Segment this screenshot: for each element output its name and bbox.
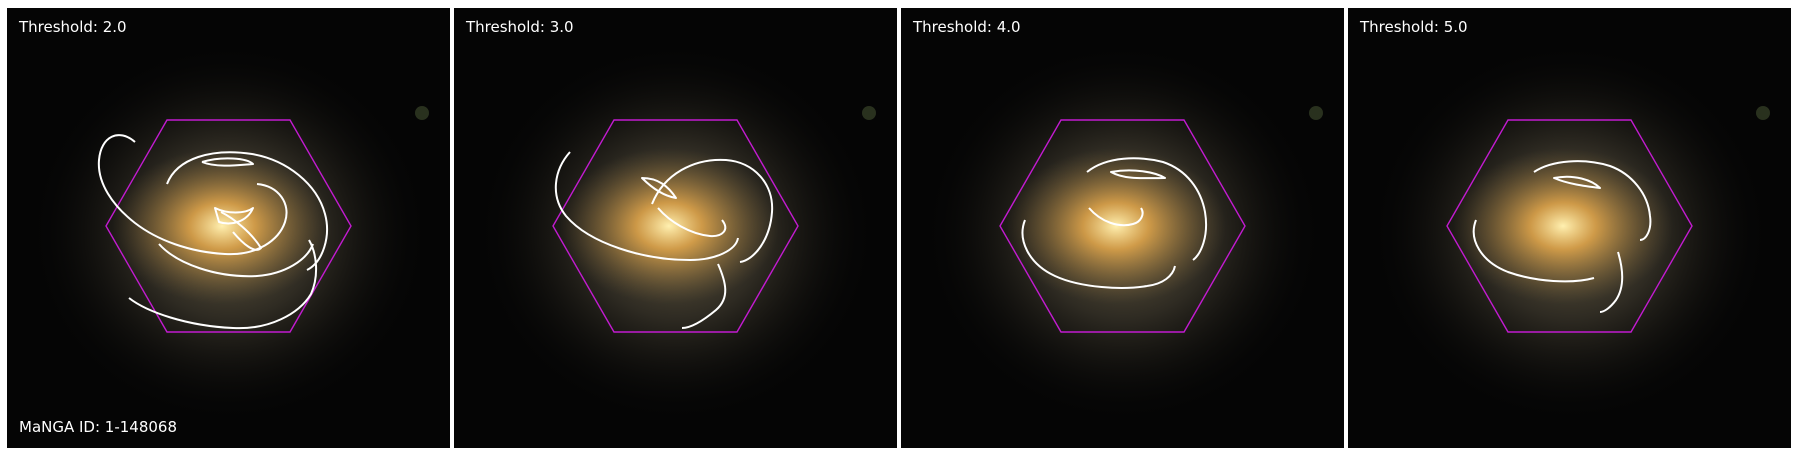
threshold-label: Threshold: 3.0 (466, 18, 574, 36)
ifu-hexagon (105, 119, 352, 333)
ifu-hexagon (999, 119, 1246, 333)
manga-id-label: MaNGA ID: 1-148068 (19, 418, 178, 436)
panel-threshold-2: Threshold: 2.0 MaNGA ID: 1-148068 (7, 8, 450, 448)
arm-contours (554, 151, 774, 329)
ifu-hexagon (1446, 119, 1693, 333)
panel-threshold-5: Threshold: 5.0 (1348, 8, 1791, 448)
threshold-label: Threshold: 2.0 (19, 18, 127, 36)
ifu-hexagon (552, 119, 799, 333)
arm-contours (1021, 157, 1207, 289)
panel-threshold-4: Threshold: 4.0 (901, 8, 1344, 448)
galaxy-image (1348, 8, 1791, 448)
galaxy-image (7, 8, 450, 448)
arm-contours (1472, 160, 1652, 313)
threshold-label: Threshold: 5.0 (1360, 18, 1468, 36)
arm-contours (97, 134, 328, 330)
panel-threshold-3: Threshold: 3.0 (454, 8, 897, 448)
galaxy-image (901, 8, 1344, 448)
galaxy-image (454, 8, 897, 448)
threshold-label: Threshold: 4.0 (913, 18, 1021, 36)
